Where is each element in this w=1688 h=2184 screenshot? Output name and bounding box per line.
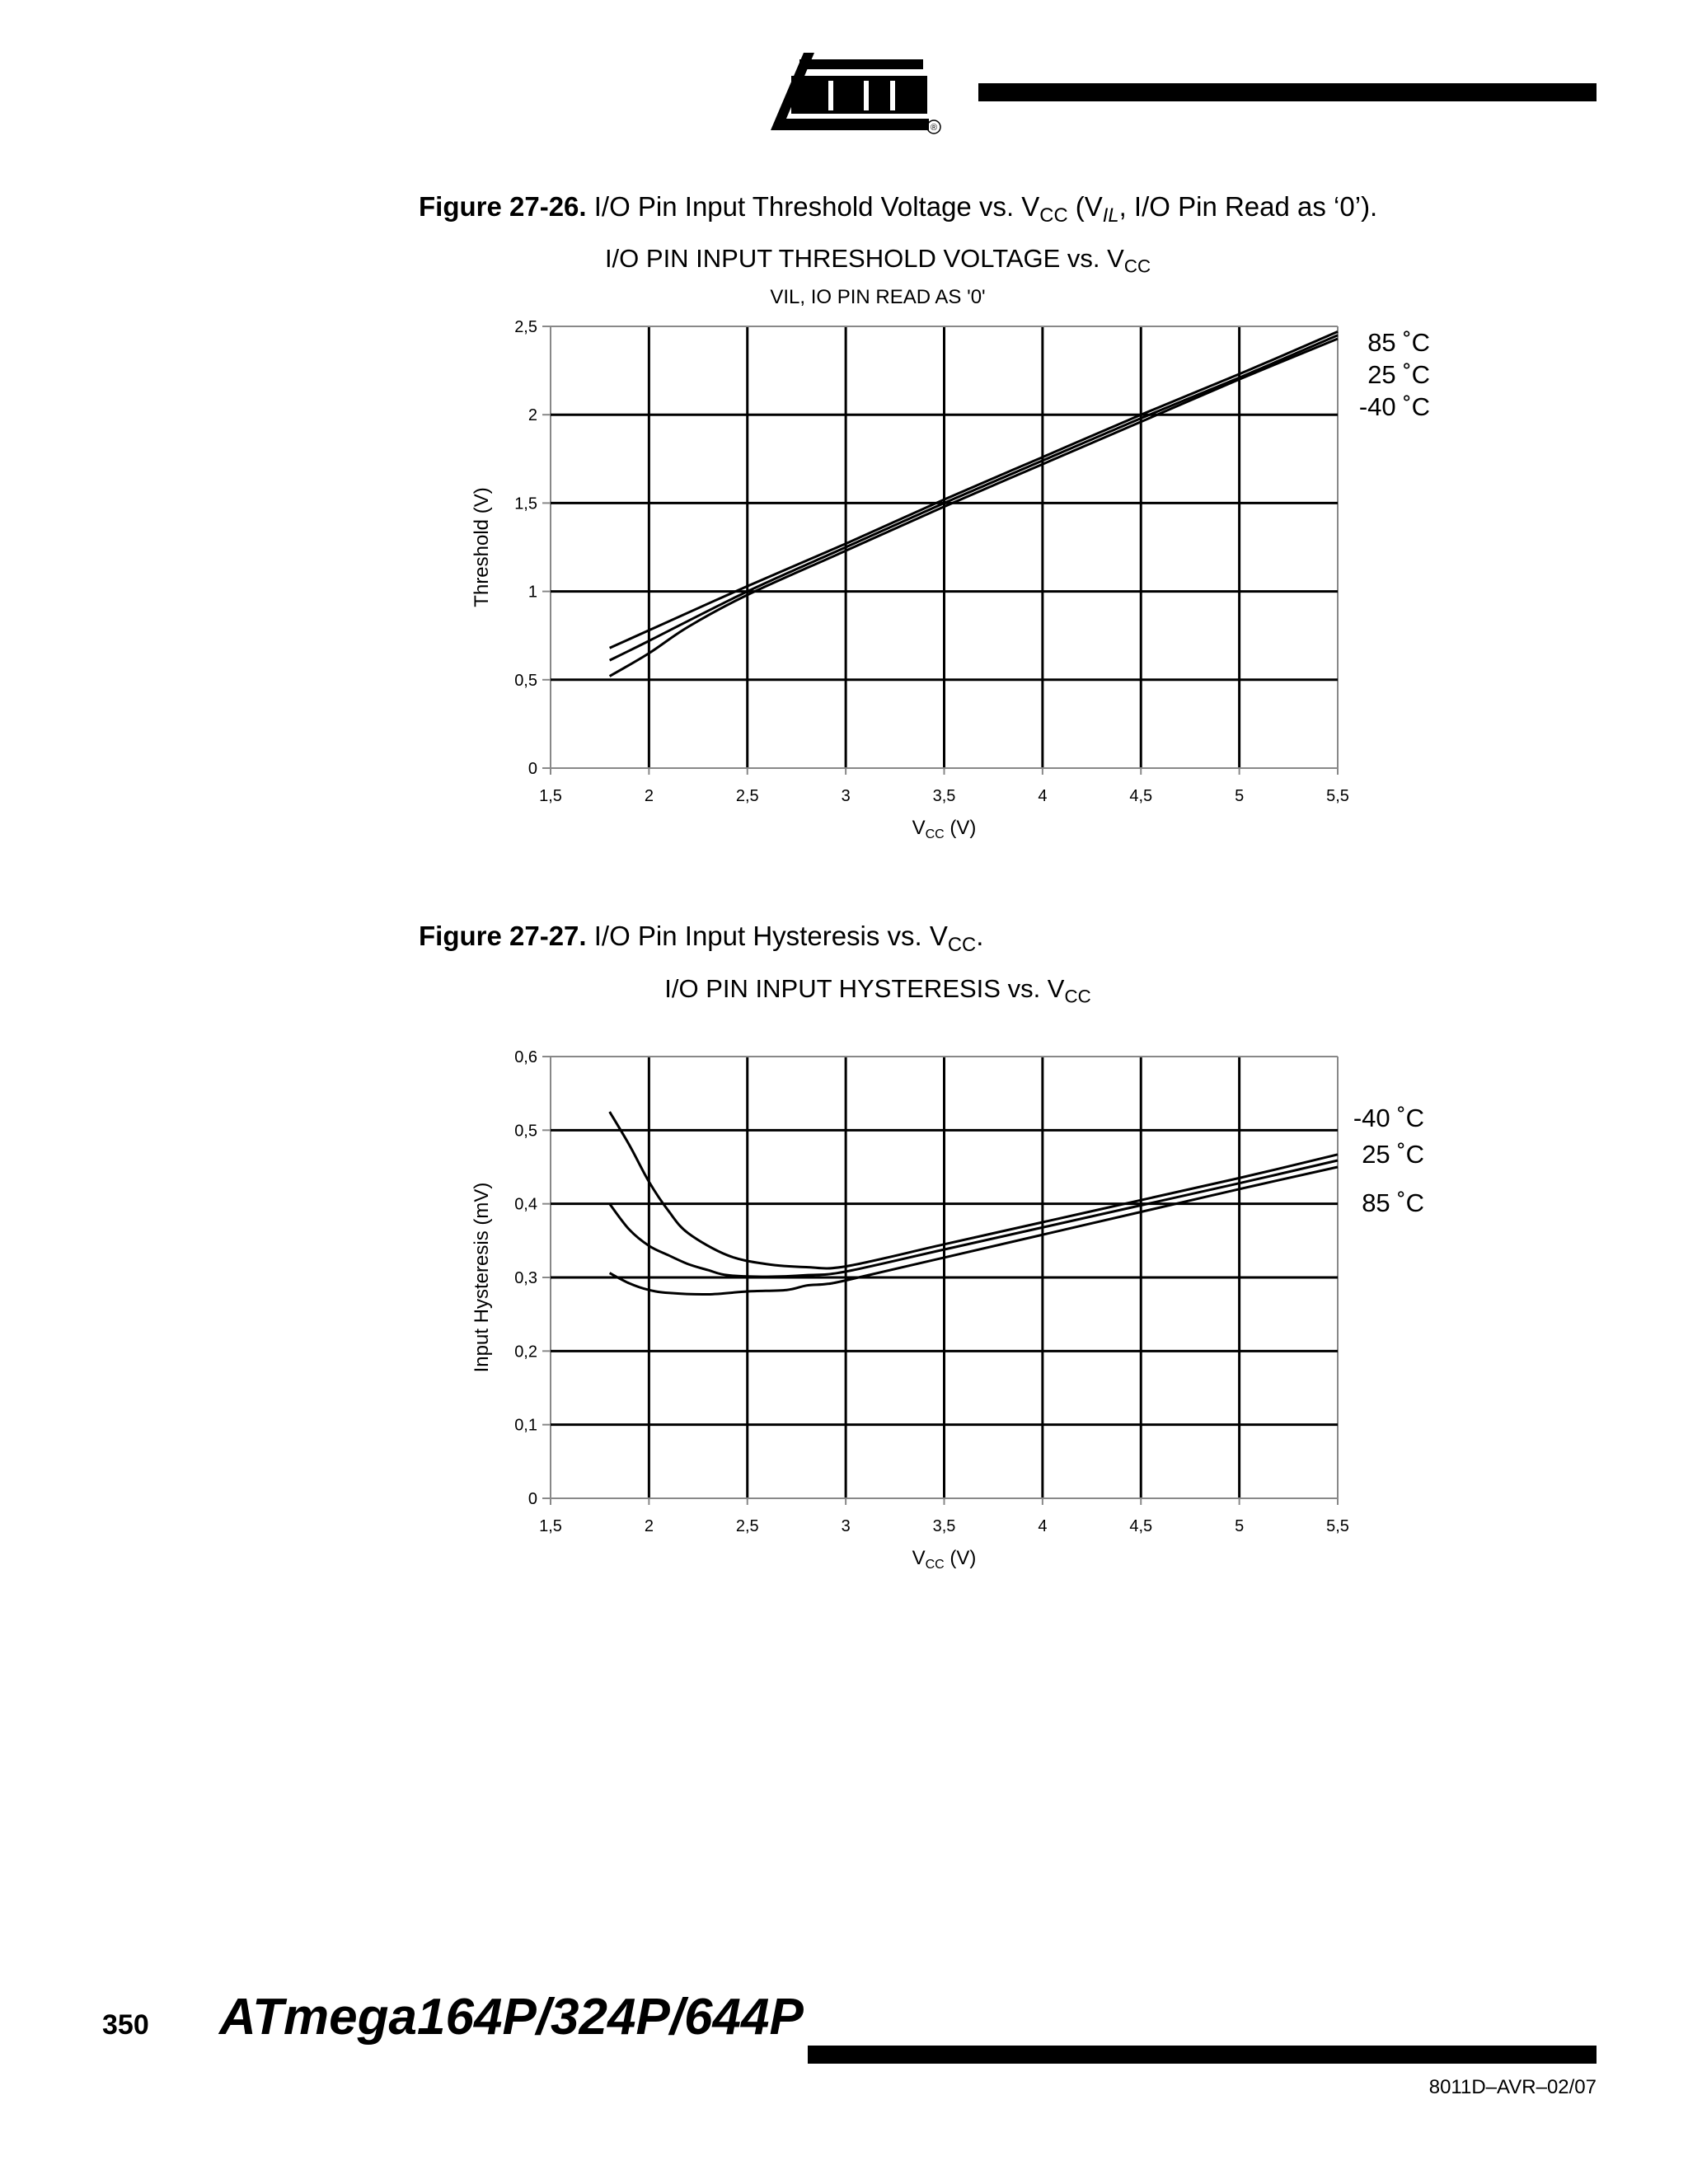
x-tick-label: 3 xyxy=(842,1517,851,1535)
series-label: -40 ˚C xyxy=(1353,1104,1424,1132)
figure-caption: Figure 27-26. I/O Pin Input Threshold Vo… xyxy=(419,191,1378,227)
y-tick-label: 1,5 xyxy=(514,494,537,513)
series-line xyxy=(608,334,1339,662)
x-tick-label: 5 xyxy=(1235,1517,1244,1535)
y-tick-label: 0,6 xyxy=(514,1048,537,1066)
x-tick-label: 4 xyxy=(1038,787,1047,805)
series-line xyxy=(608,1159,1339,1278)
atmel-logo: ® xyxy=(771,53,941,134)
hysteresis-chart: 1,5 2 2,5 3 3,5 4 4,5 5 5,5 0 0,1 0,2 0,3 0,4 0,5 0,6 In… xyxy=(471,1048,1424,1572)
y-tick-label: 1 xyxy=(528,583,537,602)
x-tick-label: 5,5 xyxy=(1326,1517,1349,1535)
header-rule xyxy=(978,83,1597,101)
x-tick-label: 2 xyxy=(645,1517,654,1535)
y-axis-label: Threshold (V) xyxy=(471,487,493,607)
document-title: ATmega164P/324P/644P xyxy=(219,1989,804,2046)
chart-title: I/O PIN INPUT HYSTERESIS vs. VCC xyxy=(664,974,1091,1007)
x-tick-label: 1,5 xyxy=(539,1517,562,1535)
y-tick-label: 2 xyxy=(528,406,537,424)
threshold-chart: 1,5 2 2,5 3 3,5 4 4,5 5 5,5 0 0,5 1 1,5 2 2,5 Threshold… xyxy=(471,318,1430,841)
x-axis-label: VCC (V) xyxy=(912,1547,977,1572)
x-tick-label: 3,5 xyxy=(933,1517,956,1535)
series-line xyxy=(609,330,1339,649)
x-tick-label: 3,5 xyxy=(933,787,956,805)
series-label: 25 ˚C xyxy=(1362,1140,1424,1169)
x-tick-label: 4,5 xyxy=(1129,1517,1152,1535)
chart-subtitle: VIL, IO PIN READ AS '0' xyxy=(770,286,986,308)
y-tick-label: 0,1 xyxy=(514,1417,537,1435)
y-tick-label: 0,3 xyxy=(514,1269,537,1287)
x-tick-label: 1,5 xyxy=(539,787,562,805)
x-tick-label: 4,5 xyxy=(1129,787,1152,805)
chart-title: I/O PIN INPUT THRESHOLD VOLTAGE vs. VCC xyxy=(604,244,1151,277)
y-tick-label: 2,5 xyxy=(514,318,537,336)
y-tick-label: 0,4 xyxy=(514,1196,537,1214)
document-number: 8011D–AVR–02/07 xyxy=(1428,2076,1597,2098)
x-tick-label: 3 xyxy=(842,787,851,805)
series-label: 25 ˚C xyxy=(1367,360,1430,389)
figure-caption: Figure 27-27. I/O Pin Input Hysteresis v… xyxy=(419,921,984,957)
series-line xyxy=(608,1165,1339,1296)
x-tick-label: 4 xyxy=(1038,1517,1047,1535)
x-tick-label: 2 xyxy=(645,787,654,805)
svg-text:®: ® xyxy=(931,123,937,133)
series-line xyxy=(608,337,1339,677)
y-tick-label: 0 xyxy=(528,1490,537,1508)
series-line xyxy=(608,1111,1339,1270)
x-axis-label: VCC (V) xyxy=(912,817,977,841)
series-label: 85 ˚C xyxy=(1362,1188,1424,1217)
y-tick-label: 0,2 xyxy=(514,1343,537,1361)
series-label: 85 ˚C xyxy=(1367,328,1430,357)
page-number: 350 xyxy=(102,2009,149,2041)
y-tick-label: 0,5 xyxy=(514,672,537,690)
x-tick-label: 5 xyxy=(1235,787,1244,805)
x-tick-label: 2,5 xyxy=(736,1517,759,1535)
footer-rule xyxy=(808,2046,1597,2064)
x-tick-label: 5,5 xyxy=(1326,787,1349,805)
y-tick-label: 0 xyxy=(528,760,537,778)
y-axis-label: Input Hysteresis (mV) xyxy=(471,1183,493,1373)
y-tick-label: 0,5 xyxy=(514,1122,537,1140)
x-tick-label: 2,5 xyxy=(736,787,759,805)
series-label: -40 ˚C xyxy=(1359,392,1430,421)
